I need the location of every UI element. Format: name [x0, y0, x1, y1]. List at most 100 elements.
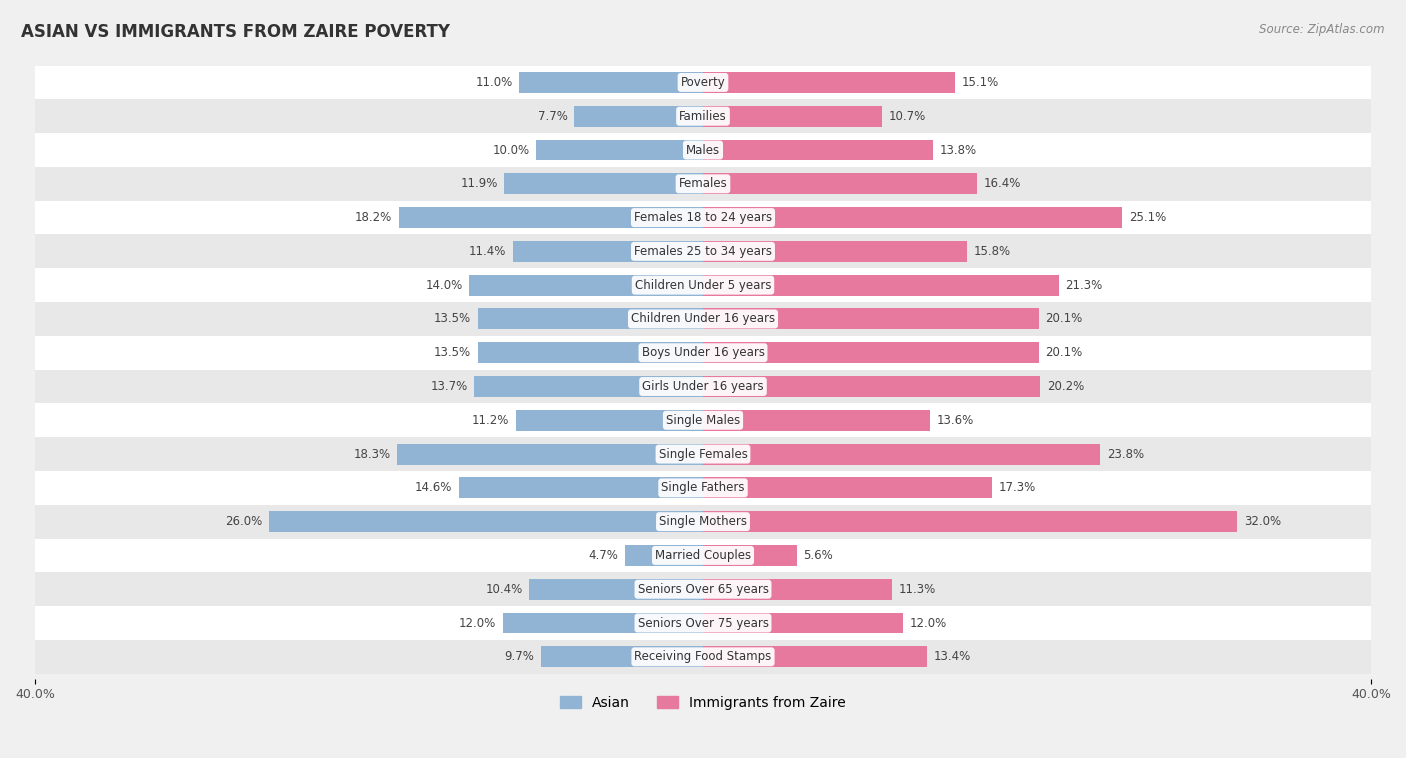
Text: 13.4%: 13.4%	[934, 650, 970, 663]
Bar	[624, 545, 703, 566]
Bar	[470, 274, 703, 296]
Text: ASIAN VS IMMIGRANTS FROM ZAIRE POVERTY: ASIAN VS IMMIGRANTS FROM ZAIRE POVERTY	[21, 23, 450, 41]
Bar	[35, 65, 1371, 99]
Text: Single Females: Single Females	[658, 447, 748, 461]
Bar	[541, 647, 703, 667]
Bar	[703, 511, 1237, 532]
Bar	[505, 174, 703, 194]
Text: Children Under 16 years: Children Under 16 years	[631, 312, 775, 325]
Text: Females 18 to 24 years: Females 18 to 24 years	[634, 211, 772, 224]
Text: Boys Under 16 years: Boys Under 16 years	[641, 346, 765, 359]
Bar	[478, 309, 703, 330]
Text: 15.1%: 15.1%	[962, 76, 1000, 89]
Bar	[703, 579, 891, 600]
Text: 10.4%: 10.4%	[485, 583, 523, 596]
Text: 10.0%: 10.0%	[492, 143, 529, 156]
Text: 13.7%: 13.7%	[430, 380, 468, 393]
Text: Single Males: Single Males	[666, 414, 740, 427]
Text: 20.1%: 20.1%	[1046, 312, 1083, 325]
Bar	[703, 106, 882, 127]
Bar	[513, 241, 703, 262]
Bar	[703, 410, 931, 431]
Text: 21.3%: 21.3%	[1066, 279, 1102, 292]
Text: 13.5%: 13.5%	[433, 346, 471, 359]
Text: Families: Families	[679, 110, 727, 123]
Bar	[35, 538, 1371, 572]
Bar	[35, 234, 1371, 268]
Text: 11.9%: 11.9%	[460, 177, 498, 190]
Text: Single Mothers: Single Mothers	[659, 515, 747, 528]
Bar	[703, 343, 1039, 363]
Bar	[703, 612, 904, 634]
Text: 26.0%: 26.0%	[225, 515, 262, 528]
Bar	[35, 403, 1371, 437]
Text: Children Under 5 years: Children Under 5 years	[634, 279, 772, 292]
Text: 15.8%: 15.8%	[973, 245, 1011, 258]
Text: 10.7%: 10.7%	[889, 110, 925, 123]
Text: 12.0%: 12.0%	[910, 616, 948, 630]
Text: Females: Females	[679, 177, 727, 190]
Text: 5.6%: 5.6%	[803, 549, 832, 562]
Text: Single Fathers: Single Fathers	[661, 481, 745, 494]
Bar	[398, 443, 703, 465]
Bar	[35, 99, 1371, 133]
Bar	[35, 201, 1371, 234]
Bar	[703, 478, 993, 498]
Bar	[35, 336, 1371, 370]
Bar	[529, 579, 703, 600]
Text: Males: Males	[686, 143, 720, 156]
Text: 11.0%: 11.0%	[475, 76, 513, 89]
Bar	[703, 174, 977, 194]
Text: 32.0%: 32.0%	[1244, 515, 1281, 528]
Text: 14.6%: 14.6%	[415, 481, 453, 494]
Bar	[516, 410, 703, 431]
Text: Receiving Food Stamps: Receiving Food Stamps	[634, 650, 772, 663]
Bar	[35, 505, 1371, 538]
Bar	[536, 139, 703, 161]
Bar	[703, 241, 967, 262]
Text: 16.4%: 16.4%	[984, 177, 1021, 190]
Bar	[269, 511, 703, 532]
Bar	[703, 647, 927, 667]
Bar	[35, 302, 1371, 336]
Bar	[35, 370, 1371, 403]
Bar	[703, 274, 1059, 296]
Bar	[703, 309, 1039, 330]
Bar	[478, 343, 703, 363]
Bar	[35, 640, 1371, 674]
Bar	[35, 167, 1371, 201]
Text: Seniors Over 65 years: Seniors Over 65 years	[637, 583, 769, 596]
Text: 7.7%: 7.7%	[538, 110, 568, 123]
Text: 23.8%: 23.8%	[1107, 447, 1144, 461]
Bar	[703, 376, 1040, 397]
Text: Females 25 to 34 years: Females 25 to 34 years	[634, 245, 772, 258]
Bar	[35, 471, 1371, 505]
Bar	[575, 106, 703, 127]
Text: 20.2%: 20.2%	[1047, 380, 1084, 393]
Text: 11.4%: 11.4%	[468, 245, 506, 258]
Text: Married Couples: Married Couples	[655, 549, 751, 562]
Bar	[35, 572, 1371, 606]
Bar	[35, 437, 1371, 471]
Bar	[399, 207, 703, 228]
Bar	[703, 72, 955, 93]
Bar	[474, 376, 703, 397]
Text: Source: ZipAtlas.com: Source: ZipAtlas.com	[1260, 23, 1385, 36]
Bar	[703, 545, 797, 566]
Bar	[703, 139, 934, 161]
Bar	[35, 268, 1371, 302]
Bar	[703, 443, 1101, 465]
Bar	[35, 606, 1371, 640]
Text: Seniors Over 75 years: Seniors Over 75 years	[637, 616, 769, 630]
Text: 4.7%: 4.7%	[588, 549, 617, 562]
Bar	[460, 478, 703, 498]
Bar	[519, 72, 703, 93]
Text: 12.0%: 12.0%	[458, 616, 496, 630]
Bar	[502, 612, 703, 634]
Bar	[703, 207, 1122, 228]
Text: 11.3%: 11.3%	[898, 583, 935, 596]
Text: 18.2%: 18.2%	[356, 211, 392, 224]
Legend: Asian, Immigrants from Zaire: Asian, Immigrants from Zaire	[554, 690, 852, 715]
Text: 17.3%: 17.3%	[998, 481, 1036, 494]
Text: 13.6%: 13.6%	[936, 414, 974, 427]
